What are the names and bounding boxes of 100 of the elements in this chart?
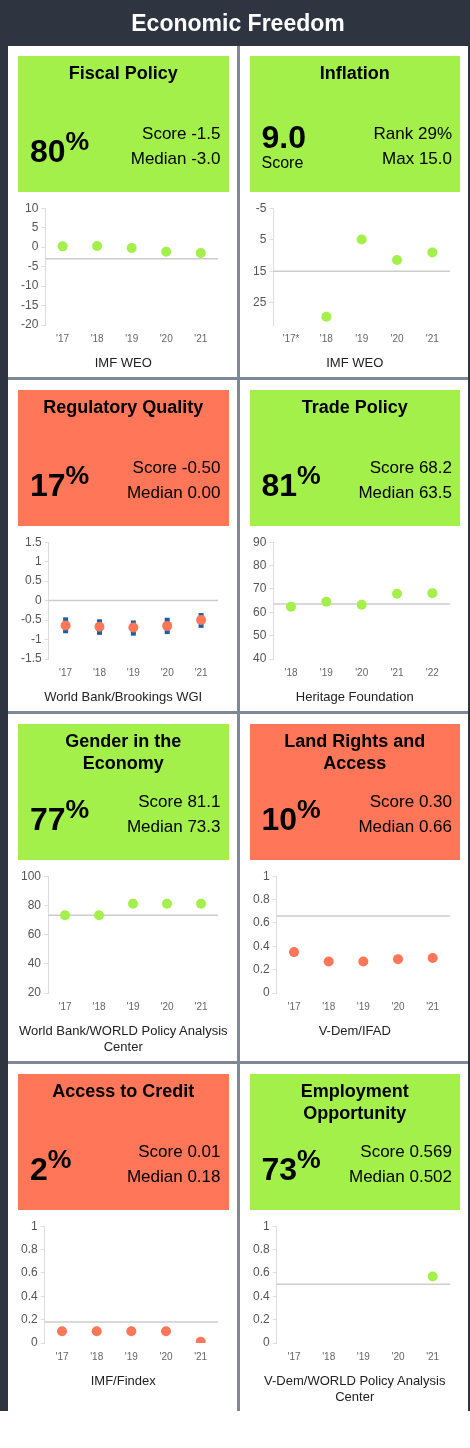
y-tick-label: 60	[27, 926, 42, 941]
x-tick-label: '20	[160, 666, 175, 678]
y-tick-label: 0.6	[20, 1265, 38, 1280]
y-tick-label: 0	[262, 985, 270, 1000]
y-tick-label: 0	[30, 1335, 38, 1350]
y-tick-label: 80	[27, 897, 42, 912]
point	[392, 954, 403, 965]
chart-title: Regulatory Quality	[42, 396, 205, 419]
y-tick-label: 40	[252, 651, 267, 666]
text: World Bank/WORLD Policy Analysis Center	[18, 1023, 229, 1055]
x-tick-label: '21	[194, 1000, 208, 1012]
x-tick-label: '17	[58, 1000, 72, 1012]
y-tick-label: 0.4	[252, 1288, 270, 1303]
x-tick-label: '17	[56, 332, 70, 344]
x-tick-label: '21	[194, 1350, 208, 1362]
text: Median -3.0	[130, 148, 221, 170]
text: Median 0.18	[126, 1166, 221, 1188]
x-tick-label: '19	[356, 1350, 370, 1362]
x-tick-label: '17	[59, 666, 73, 678]
text: Median 63.5	[358, 482, 452, 504]
text: Score 0.30	[368, 791, 452, 813]
point	[195, 247, 206, 258]
y-tick-label: 80	[252, 557, 267, 572]
x-tick-label: '19	[124, 1350, 139, 1362]
point	[357, 956, 368, 967]
x-tick-label: '17	[55, 1350, 69, 1362]
x-tick-label: '17	[286, 1000, 301, 1012]
text: 80$^{%}$	[30, 125, 90, 169]
y-tick-label: 25	[252, 295, 267, 310]
x-tick-label: '19	[126, 666, 141, 678]
point	[161, 246, 172, 257]
x-tick-label: '20	[160, 1000, 174, 1012]
y-tick-label: 15	[252, 263, 267, 278]
text: Score 68.2	[368, 457, 452, 479]
text: Score 0.569	[359, 1141, 452, 1163]
text: V-Dem/WORLD Policy Analysis Center	[263, 1373, 447, 1405]
y-tick-label: -0.5	[20, 612, 42, 627]
y-tick-label: -5	[27, 258, 39, 273]
text: Rank 29%	[373, 123, 452, 145]
x-tick-label: '20	[390, 1350, 405, 1362]
y-tick-label: 0.5	[24, 573, 42, 588]
y-tick-label: 100	[20, 868, 42, 883]
x-tick-label: '21	[425, 1350, 440, 1362]
x-tick-label: '21	[194, 666, 209, 678]
point	[126, 242, 137, 253]
point	[426, 247, 437, 258]
x-tick-label: '18	[321, 1000, 336, 1012]
point	[323, 956, 334, 967]
x-tick-label: '19	[356, 1000, 370, 1012]
chart-title: Gender in the Economy	[64, 730, 183, 774]
x-tick-label: '18	[92, 666, 107, 678]
text: Heritage Foundation	[294, 689, 415, 705]
point	[320, 596, 331, 607]
x-tick-label: '18	[319, 332, 333, 344]
text: Score -0.50	[131, 457, 221, 479]
point	[426, 588, 437, 599]
y-tick-label: 0.4	[252, 938, 270, 953]
y-tick-label: 10	[24, 200, 39, 215]
y-tick-label: 0	[34, 592, 42, 607]
text: Score -1.5	[141, 123, 221, 145]
x-tick-label: '18	[90, 1350, 104, 1362]
y-tick-label: -20	[21, 317, 39, 332]
y-tick-label: 40	[27, 956, 42, 971]
y-tick-label: 0.2	[252, 1311, 270, 1326]
x-tick-label: '19	[319, 666, 333, 678]
y-tick-label: 0.8	[252, 1241, 270, 1256]
y-tick-label: 0.4	[20, 1288, 38, 1303]
point	[356, 234, 367, 245]
y-tick-label: 0.8	[252, 891, 270, 906]
point	[288, 947, 299, 958]
text: 73$^{%}$	[261, 1143, 321, 1187]
y-tick-label: 20	[27, 985, 42, 1000]
chart-title: Trade Policy	[300, 396, 409, 419]
text: Score 81.1	[137, 791, 221, 813]
text: 2$^{%}$	[30, 1143, 72, 1187]
y-tick-label: -15	[21, 297, 39, 312]
chart-title: Access to Credit	[51, 1080, 196, 1103]
y-tick-label: 90	[252, 534, 267, 549]
point	[427, 952, 438, 963]
chart-title: Fiscal Policy	[67, 62, 179, 85]
y-tick-label: 0.8	[20, 1241, 38, 1256]
y-tick-label: 50	[252, 627, 267, 642]
y-tick-label: 0	[31, 239, 39, 254]
y-tick-label: 1	[262, 1218, 270, 1233]
x-tick-label: '21	[389, 666, 404, 678]
chart-title: Inflation	[318, 62, 391, 85]
text: Economic Freedom	[130, 8, 346, 38]
x-tick-label: '21	[425, 1000, 440, 1012]
y-tick-label: 0.2	[252, 961, 270, 976]
y-tick-label: 1	[262, 868, 270, 883]
text: IMF/Findex	[89, 1373, 157, 1389]
point	[92, 240, 103, 251]
x-tick-label: '19	[354, 332, 369, 344]
x-tick-label: '18	[283, 666, 298, 678]
text: Median 0.00	[126, 482, 221, 504]
chart-title: Land Rights and Access	[283, 730, 427, 774]
x-tick-label: '19	[126, 1000, 140, 1012]
x-tick-label: '17	[286, 1350, 301, 1362]
text: V-Dem/IFAD	[317, 1023, 392, 1039]
y-tick-label: 5	[31, 219, 39, 234]
